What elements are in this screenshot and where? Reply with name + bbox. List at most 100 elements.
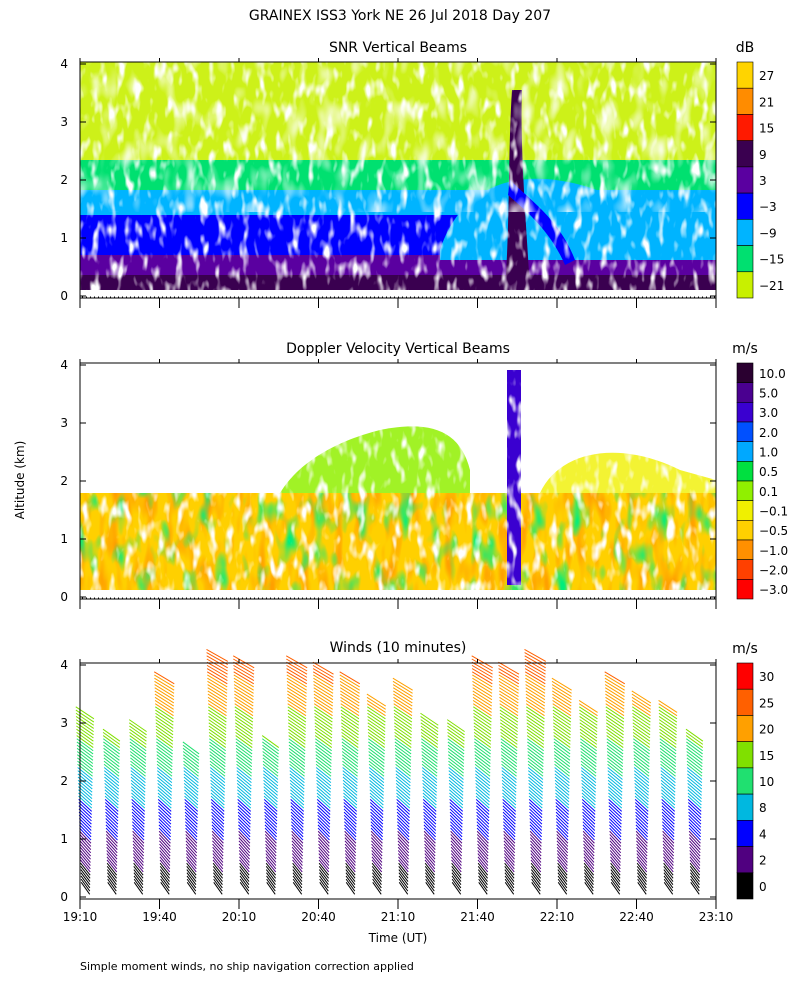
wind-barb (499, 700, 519, 713)
wind-barb (609, 843, 622, 857)
wind-barb (211, 818, 225, 831)
wind-barb (213, 878, 223, 892)
wind-barb (236, 773, 252, 787)
wind-barb (582, 805, 596, 819)
wind-barb (394, 741, 412, 755)
wind-barb (554, 773, 570, 787)
wind-barb (607, 757, 624, 771)
wind-barb (342, 776, 358, 790)
wind-barb (345, 878, 356, 892)
wind-barb (155, 731, 174, 745)
wind-barb (610, 878, 621, 892)
wind-barb (340, 696, 360, 710)
colorbar-swatch (736, 87, 754, 115)
wind-barb (368, 763, 385, 777)
wind-barb (341, 754, 359, 768)
wind-barb (662, 824, 675, 838)
colorbar-label: 9 (759, 148, 767, 162)
wind-barb (318, 856, 330, 870)
wind-barb (607, 783, 623, 796)
wind-barb (580, 754, 597, 768)
wind-barb (107, 872, 117, 886)
wind-barb (314, 719, 333, 733)
wind-barb (313, 690, 334, 704)
wind-barb (448, 779, 464, 793)
wind-barb (606, 735, 624, 748)
wind-barb (343, 821, 357, 835)
wind-barb (158, 821, 172, 835)
wind-barb (291, 846, 303, 860)
wind-barb (424, 869, 435, 882)
wind-barb (580, 747, 597, 761)
wind-barb (398, 882, 409, 895)
wind-barb (422, 789, 437, 803)
wind-barb (372, 875, 382, 889)
wind-barb (689, 859, 701, 873)
wind-barb (425, 872, 435, 886)
wind-barb (631, 703, 651, 717)
wind-barb (210, 779, 225, 793)
wind-barb (237, 805, 251, 819)
wind-barb (234, 722, 253, 736)
colorbar-label: 1.0 (759, 446, 778, 460)
wind-barb (524, 671, 546, 685)
doppler-gaps (80, 363, 716, 599)
wind-barb (397, 834, 410, 847)
colorbar-label: −2.0 (759, 564, 788, 578)
wind-barb (184, 808, 198, 822)
wind-barb (498, 680, 519, 694)
wind-barb (502, 808, 516, 822)
wind-barb (159, 853, 171, 866)
wind-barb (372, 878, 382, 892)
wind-barb (314, 728, 333, 742)
wind-barb (158, 837, 171, 850)
wind-barb (476, 830, 489, 844)
wind-barb (424, 853, 436, 866)
wind-barb (266, 878, 276, 892)
wind-barb (343, 789, 358, 803)
wind-barb (76, 735, 94, 748)
wind-barb (290, 792, 305, 806)
wind-barb (368, 754, 385, 768)
wind-barb (661, 818, 675, 831)
wind-barb (396, 821, 410, 835)
wind-barb (583, 866, 594, 879)
wind-barb (344, 843, 357, 857)
wind-barb (398, 872, 409, 886)
wind-profile (685, 728, 704, 895)
wind-barb (685, 728, 704, 742)
wind-barb (371, 840, 383, 854)
wind-barb (583, 853, 595, 866)
wind-barb (78, 818, 92, 831)
wind-barb (317, 808, 331, 822)
wind-barb (266, 872, 276, 886)
wind-barb (552, 693, 572, 707)
wind-barb (555, 802, 569, 815)
wind-barb (476, 834, 489, 847)
wind-barb (286, 671, 308, 685)
wind-barb (660, 783, 676, 796)
wind-barb (371, 853, 383, 866)
wind-barb (314, 735, 333, 748)
wind-barb (156, 760, 173, 774)
wind-barb (341, 725, 359, 739)
wind-barb (579, 738, 597, 752)
wind-barb (106, 850, 118, 863)
wind-barb (661, 814, 675, 828)
wind-barb (424, 866, 435, 879)
wind-barb (528, 792, 543, 806)
wind-barb (265, 869, 276, 882)
wind-barb (392, 677, 413, 691)
wind-profile (153, 671, 175, 895)
wind-barb (344, 830, 357, 844)
wind-barb (474, 747, 491, 761)
wind-barb (556, 830, 569, 844)
wind-barb (392, 684, 413, 697)
wind-barb (554, 767, 570, 780)
wind-barb (660, 779, 676, 793)
wind-barb (213, 872, 223, 886)
wind-barb (686, 751, 703, 764)
wind-barb (658, 712, 678, 726)
wind-barb (687, 798, 702, 812)
wind-barb (287, 716, 306, 729)
